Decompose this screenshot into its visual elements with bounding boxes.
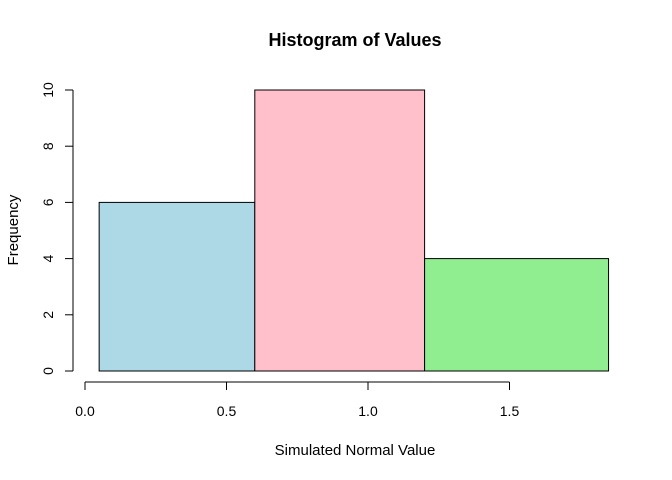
x-axis-label: Simulated Normal Value xyxy=(275,442,436,459)
bars-group xyxy=(98,89,610,372)
histogram-bar-3 xyxy=(424,258,610,372)
x-tick-label: 1.5 xyxy=(500,403,520,419)
chart-title: Histogram of Values xyxy=(268,30,441,50)
x-tick-label: 0.0 xyxy=(75,403,95,419)
y-tick-label: 10 xyxy=(40,82,56,98)
histogram-bar-2 xyxy=(254,89,426,372)
y-tick-label: 6 xyxy=(40,198,56,206)
x-axis: 0.0 0.5 1.0 1.5 xyxy=(75,381,520,419)
y-tick-label: 8 xyxy=(40,142,56,150)
histogram-bar-1 xyxy=(98,201,256,372)
x-tick-label: 1.0 xyxy=(358,403,378,419)
x-tick-label: 0.5 xyxy=(217,403,237,419)
y-tick-label: 4 xyxy=(40,254,56,262)
y-tick-label: 2 xyxy=(40,311,56,319)
y-axis-label: Frequency xyxy=(5,194,22,265)
y-tick-label: 0 xyxy=(40,367,56,375)
y-axis: 0 2 4 6 8 10 xyxy=(40,82,74,375)
